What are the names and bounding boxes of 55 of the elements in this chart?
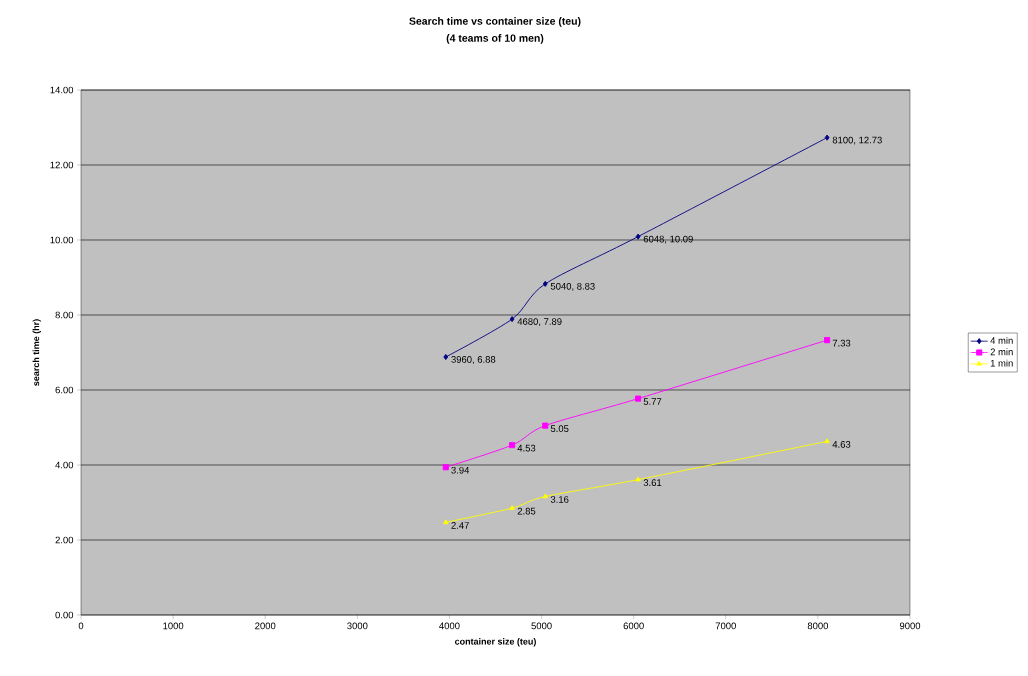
x-tick-label: 6000	[623, 622, 644, 630]
data-label: 3.61	[643, 479, 662, 486]
point	[443, 519, 449, 525]
data-label: 2.85	[517, 507, 536, 515]
chart-subtitle: (4 teams of 10 men)	[446, 34, 544, 44]
data-label: 5.05	[550, 425, 569, 432]
point	[824, 134, 830, 141]
y-tick-label: 14.00	[50, 86, 74, 94]
point	[442, 464, 449, 471]
data-label: 5040, 8.83	[550, 282, 595, 291]
point	[542, 493, 548, 499]
point	[635, 233, 641, 240]
chart-title: Search time vs container size (teu)	[409, 17, 581, 27]
y-tick-label: 8.00	[55, 311, 74, 319]
x-tick-label: 2000	[255, 622, 276, 630]
data-label: 4680, 7.89	[517, 318, 562, 327]
data-label: 6048, 10.09	[643, 235, 693, 244]
x-tick-label: 3000	[347, 622, 368, 630]
point	[509, 442, 516, 449]
y-axis-title: search time (hr)	[32, 319, 41, 386]
legend-label: 4 min	[990, 336, 1013, 344]
y-tick-label: 4.00	[55, 461, 74, 469]
legend-label: 2 min	[990, 348, 1013, 356]
x-tick-label: 5000	[531, 622, 552, 630]
data-label: 4.53	[517, 444, 536, 452]
point	[824, 438, 830, 444]
data-label: 7.33	[832, 339, 851, 347]
x-tick-label: 1000	[163, 622, 184, 630]
y-tick-label: 10.00	[50, 236, 74, 244]
x-tick-label: 8000	[807, 622, 829, 630]
y-tick-label: 6.00	[55, 386, 74, 394]
y-tick-label: 12.00	[50, 161, 74, 169]
point	[509, 505, 515, 510]
point	[542, 280, 548, 287]
data-label: 3.16	[550, 496, 569, 503]
point	[824, 337, 831, 344]
y-tick-label: 0.00	[55, 611, 74, 619]
x-axis-title: container size (teu)	[454, 638, 536, 647]
x-tick-label: 7000	[715, 622, 736, 630]
point	[542, 422, 549, 429]
data-label: 5.77	[643, 398, 662, 405]
x-tick-label: 4000	[439, 622, 460, 630]
data-label: 3960, 6.88	[451, 356, 496, 364]
data-label: 3.94	[451, 466, 470, 474]
data-label: 8100, 12.73	[832, 136, 882, 145]
point	[635, 395, 642, 402]
y-tick-label: 2.00	[55, 536, 74, 544]
point	[509, 316, 515, 323]
data-label: 4.63	[832, 441, 851, 448]
point	[635, 476, 641, 482]
legend-label: 1 min	[990, 359, 1013, 367]
x-tick-label: 0	[78, 622, 84, 630]
point	[443, 353, 449, 361]
data-label: 2.47	[451, 522, 469, 529]
x-tick-label: 9000	[899, 622, 921, 630]
